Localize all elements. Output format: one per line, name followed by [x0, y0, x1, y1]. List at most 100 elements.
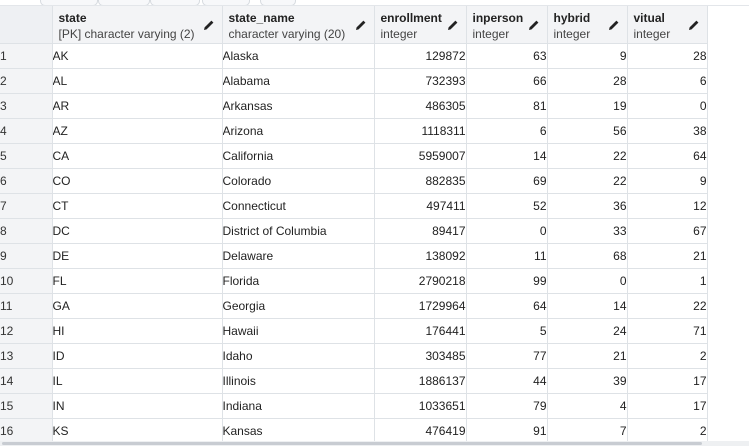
cell-inperson[interactable]: 69	[466, 168, 548, 194]
cell-inperson[interactable]: 44	[466, 368, 548, 394]
pencil-icon[interactable]	[688, 19, 700, 31]
cell-state[interactable]: AR	[52, 93, 223, 119]
row-number[interactable]: 2	[0, 68, 53, 94]
cell-hybrid[interactable]: 28	[547, 68, 628, 94]
cell-enrollment[interactable]: 1729964	[374, 293, 467, 319]
cell-enrollment[interactable]: 2790218	[374, 268, 467, 294]
table-row[interactable]: 13 ID Idaho 303485 77 21 2	[0, 343, 708, 369]
pencil-icon[interactable]	[203, 19, 215, 31]
cell-state-name[interactable]: California	[222, 143, 375, 169]
cell-state-name[interactable]: Arkansas	[222, 93, 375, 119]
cell-inperson[interactable]: 79	[466, 393, 548, 419]
cell-state[interactable]: DC	[52, 218, 223, 244]
cell-inperson[interactable]: 81	[466, 93, 548, 119]
row-number[interactable]: 8	[0, 218, 53, 244]
cell-vitual[interactable]: 1	[627, 268, 708, 294]
cell-state[interactable]: AL	[52, 68, 223, 94]
row-number[interactable]: 16	[0, 418, 53, 441]
cell-inperson[interactable]: 99	[466, 268, 548, 294]
column-header-inperson[interactable]: inperson integer	[466, 6, 548, 44]
cell-vitual[interactable]: 38	[627, 118, 708, 144]
cell-inperson[interactable]: 91	[466, 418, 548, 441]
cell-inperson[interactable]: 63	[466, 43, 548, 69]
column-header-enrollment[interactable]: enrollment integer	[374, 6, 467, 44]
cell-hybrid[interactable]: 22	[547, 168, 628, 194]
cell-inperson[interactable]: 14	[466, 143, 548, 169]
table-row[interactable]: 1 AK Alaska 129872 63 9 28	[0, 43, 708, 69]
table-row[interactable]: 8 DC District of Columbia 89417 0 33 67	[0, 218, 708, 244]
cell-state[interactable]: FL	[52, 268, 223, 294]
row-number[interactable]: 12	[0, 318, 53, 344]
cell-inperson[interactable]: 11	[466, 243, 548, 269]
cell-hybrid[interactable]: 14	[547, 293, 628, 319]
table-row[interactable]: 9 DE Delaware 138092 11 68 21	[0, 243, 708, 269]
cell-vitual[interactable]: 64	[627, 143, 708, 169]
cell-state-name[interactable]: Arizona	[222, 118, 375, 144]
cell-state-name[interactable]: Connecticut	[222, 193, 375, 219]
cell-hybrid[interactable]: 33	[547, 218, 628, 244]
row-number[interactable]: 15	[0, 393, 53, 419]
cell-vitual[interactable]: 9	[627, 168, 708, 194]
cell-vitual[interactable]: 21	[627, 243, 708, 269]
cell-enrollment[interactable]: 497411	[374, 193, 467, 219]
column-header-state[interactable]: state [PK] character varying (2)	[52, 6, 223, 44]
row-number[interactable]: 10	[0, 268, 53, 294]
cell-inperson[interactable]: 77	[466, 343, 548, 369]
row-number[interactable]: 1	[0, 43, 53, 69]
cell-state[interactable]: GA	[52, 293, 223, 319]
cell-state[interactable]: DE	[52, 243, 223, 269]
pencil-icon[interactable]	[447, 19, 459, 31]
cell-enrollment[interactable]: 732393	[374, 68, 467, 94]
table-row[interactable]: 11 GA Georgia 1729964 64 14 22	[0, 293, 708, 319]
cell-hybrid[interactable]: 22	[547, 143, 628, 169]
cell-inperson[interactable]: 66	[466, 68, 548, 94]
cell-state[interactable]: CA	[52, 143, 223, 169]
cell-hybrid[interactable]: 68	[547, 243, 628, 269]
cell-enrollment[interactable]: 1118311	[374, 118, 467, 144]
cell-state-name[interactable]: Georgia	[222, 293, 375, 319]
cell-enrollment[interactable]: 303485	[374, 343, 467, 369]
cell-vitual[interactable]: 2	[627, 418, 708, 441]
row-number[interactable]: 6	[0, 168, 53, 194]
cell-enrollment[interactable]: 476419	[374, 418, 467, 441]
cell-vitual[interactable]: 12	[627, 193, 708, 219]
cell-hybrid[interactable]: 56	[547, 118, 628, 144]
cell-hybrid[interactable]: 39	[547, 368, 628, 394]
pencil-icon[interactable]	[608, 19, 620, 31]
cell-vitual[interactable]: 67	[627, 218, 708, 244]
cell-hybrid[interactable]: 0	[547, 268, 628, 294]
cell-state-name[interactable]: Delaware	[222, 243, 375, 269]
cell-state-name[interactable]: Florida	[222, 268, 375, 294]
cell-state-name[interactable]: Hawaii	[222, 318, 375, 344]
cell-state[interactable]: IL	[52, 368, 223, 394]
cell-state-name[interactable]: Alaska	[222, 43, 375, 69]
table-row[interactable]: 4 AZ Arizona 1118311 6 56 38	[0, 118, 708, 144]
table-row[interactable]: 15 IN Indiana 1033651 79 4 17	[0, 393, 708, 419]
cell-state-name[interactable]: Alabama	[222, 68, 375, 94]
table-row[interactable]: 3 AR Arkansas 486305 81 19 0	[0, 93, 708, 119]
table-row[interactable]: 2 AL Alabama 732393 66 28 6	[0, 68, 708, 94]
cell-state-name[interactable]: Indiana	[222, 393, 375, 419]
cell-vitual[interactable]: 28	[627, 43, 708, 69]
cell-inperson[interactable]: 52	[466, 193, 548, 219]
cell-state[interactable]: AK	[52, 43, 223, 69]
cell-vitual[interactable]: 22	[627, 293, 708, 319]
row-number[interactable]: 5	[0, 143, 53, 169]
cell-enrollment[interactable]: 138092	[374, 243, 467, 269]
cell-enrollment[interactable]: 882835	[374, 168, 467, 194]
pencil-icon[interactable]	[355, 19, 367, 31]
cell-state[interactable]: IN	[52, 393, 223, 419]
row-number[interactable]: 3	[0, 93, 53, 119]
row-number[interactable]: 9	[0, 243, 53, 269]
cell-state[interactable]: HI	[52, 318, 223, 344]
cell-enrollment[interactable]: 486305	[374, 93, 467, 119]
cell-enrollment[interactable]: 1886137	[374, 368, 467, 394]
select-all-corner[interactable]	[0, 6, 53, 44]
cell-vitual[interactable]: 0	[627, 93, 708, 119]
table-row[interactable]: 14 IL Illinois 1886137 44 39 17	[0, 368, 708, 394]
cell-vitual[interactable]: 71	[627, 318, 708, 344]
cell-enrollment[interactable]: 129872	[374, 43, 467, 69]
cell-hybrid[interactable]: 36	[547, 193, 628, 219]
cell-inperson[interactable]: 5	[466, 318, 548, 344]
cell-inperson[interactable]: 0	[466, 218, 548, 244]
